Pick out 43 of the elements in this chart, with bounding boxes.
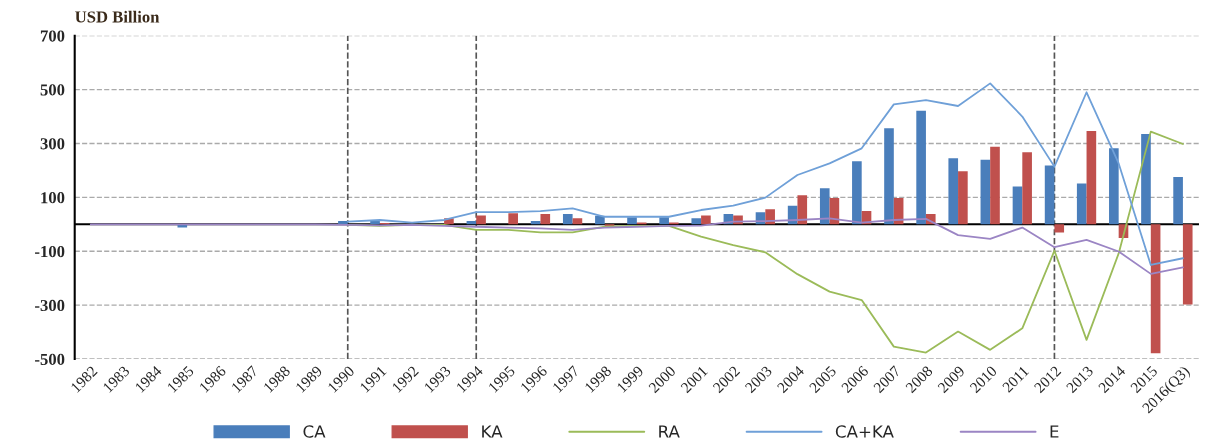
- bar: [819, 188, 830, 225]
- bar: [562, 214, 573, 225]
- y-tick-label: 100: [41, 192, 65, 204]
- legend-label: CA: [303, 425, 326, 438]
- y-axis-title: USD Billion: [75, 10, 160, 23]
- y-tick-label: 700: [40, 30, 65, 42]
- bar: [1086, 131, 1097, 225]
- y-tick-label: -300: [35, 299, 65, 312]
- bar: [1022, 152, 1032, 225]
- bar: [540, 214, 551, 225]
- bar: [1141, 134, 1151, 225]
- y-tick-label: 500: [40, 84, 65, 96]
- bar: [797, 195, 808, 225]
- line-series: [89, 217, 1184, 275]
- bar: [1076, 183, 1087, 225]
- bar: [1012, 186, 1023, 225]
- bar: [691, 218, 702, 225]
- bar: [852, 161, 862, 225]
- bar: [1173, 176, 1183, 225]
- bar: [1150, 224, 1161, 354]
- y-tick-label: -100: [35, 245, 65, 258]
- bar: [572, 218, 583, 225]
- legend-label: RA: [659, 425, 680, 438]
- y-tick-label: -500: [35, 353, 65, 365]
- bar: [884, 128, 894, 225]
- bar: [1054, 224, 1065, 233]
- bar: [508, 213, 518, 225]
- bar: [701, 215, 711, 225]
- bar: [958, 171, 968, 225]
- legend-label: KA: [482, 425, 503, 438]
- bar: [1109, 148, 1119, 225]
- bar: [916, 110, 926, 225]
- bar: [990, 146, 1000, 225]
- legend-label: E: [1050, 425, 1059, 438]
- y-tick-label: 300: [40, 138, 65, 150]
- bar: [980, 159, 991, 225]
- bar: [476, 215, 486, 225]
- bar: [1044, 165, 1055, 225]
- bar: [338, 221, 348, 225]
- bar: [1182, 224, 1193, 305]
- bar: [948, 158, 959, 225]
- line-series: [346, 82, 1184, 266]
- legend-label: CA+KA: [835, 425, 894, 438]
